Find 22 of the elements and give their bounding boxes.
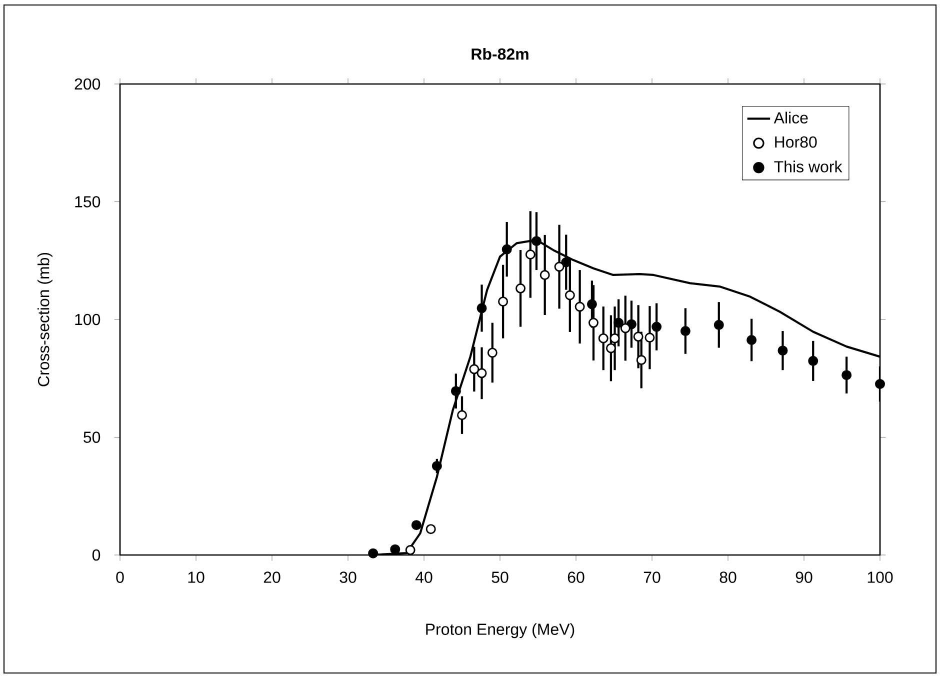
- x-tick-label: 100: [868, 572, 893, 583]
- y-tick-label: 200: [74, 78, 100, 90]
- legend-label: Alice: [774, 112, 808, 124]
- legend-label: This work: [774, 160, 842, 172]
- x-axis-title: Proton Energy (MeV): [426, 623, 574, 638]
- x-tick-label: 50: [492, 572, 508, 583]
- x-tick-label: 70: [644, 572, 660, 583]
- x-tick-label: 80: [720, 572, 736, 583]
- y-axis-title: Cross-section (mb): [38, 252, 52, 386]
- y-tick-label: 0: [92, 549, 100, 561]
- x-tick-label: 30: [340, 572, 356, 583]
- x-tick-label: 20: [264, 572, 280, 583]
- x-tick-label: 90: [796, 572, 812, 583]
- legend-label: Hor80: [775, 136, 817, 148]
- x-tick-label: 0: [116, 572, 124, 583]
- y-tick-label: 50: [84, 432, 100, 443]
- y-tick-label: 150: [75, 196, 100, 208]
- y-tick-label: 100: [75, 314, 100, 326]
- x-tick-label: 60: [568, 572, 584, 583]
- chart-title: Rb-82m: [472, 48, 528, 60]
- x-tick-label: 10: [188, 572, 204, 583]
- x-tick-label: 40: [415, 572, 432, 583]
